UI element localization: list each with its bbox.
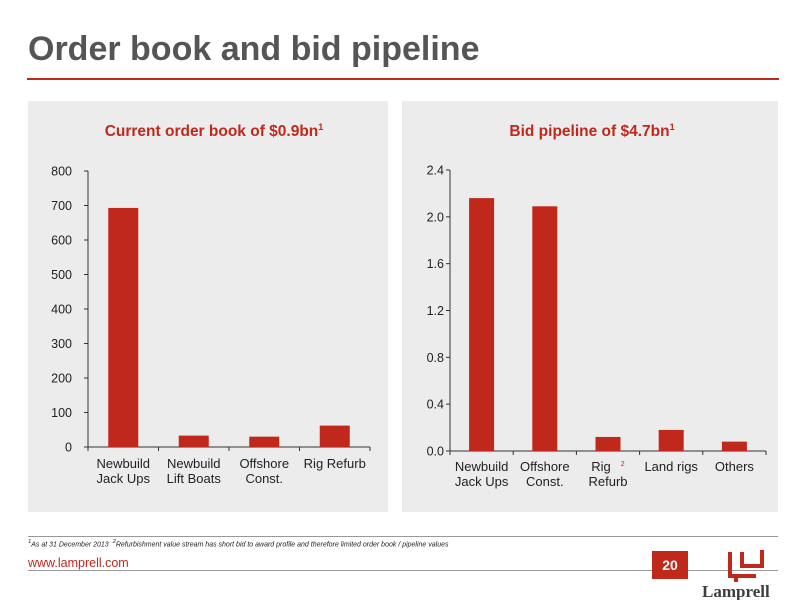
order-book-y-tick-label: 500 bbox=[51, 268, 72, 282]
footnote-1-marker: 1 bbox=[28, 539, 32, 545]
footnote-2-marker: 2 bbox=[112, 539, 116, 545]
bid-pipeline-bar bbox=[595, 436, 621, 451]
bid-pipeline-category-label: Others bbox=[715, 459, 755, 474]
bid-pipeline-category-label: Refurb bbox=[588, 474, 627, 489]
order-book-bar bbox=[108, 207, 139, 447]
footnote-1-text: As at 31 December 2013 bbox=[31, 541, 109, 549]
bid-pipeline-category-label: Const. bbox=[526, 474, 564, 489]
order-book-chart-title: Current order book of $0.9bn1 bbox=[105, 122, 324, 140]
order-book-category-label: Lift Boats bbox=[167, 471, 222, 486]
order-book-category-label: Const. bbox=[245, 471, 283, 486]
order-book-y-tick-label: 400 bbox=[51, 303, 72, 317]
bid-pipeline-category-label: Newbuild bbox=[455, 459, 508, 474]
order-book-category-label: Jack Ups bbox=[97, 471, 151, 486]
order-book-y-tick-label: 0 bbox=[65, 441, 72, 455]
bid-pipeline-category-label: Rig 2 bbox=[591, 459, 625, 474]
page-number: 20 bbox=[652, 551, 688, 579]
order-book-category-label: Newbuild bbox=[167, 456, 220, 471]
bid-pipeline-y-tick-label: 2.4 bbox=[427, 164, 444, 178]
order-book-y-tick-label: 100 bbox=[51, 406, 72, 420]
order-book-y-tick-label: 200 bbox=[51, 372, 72, 386]
footnote: 1As at 31 December 2013 2Refurbishment v… bbox=[28, 539, 449, 548]
bid-pipeline-bar bbox=[658, 429, 684, 451]
order-book-y-tick-label: 300 bbox=[51, 337, 72, 351]
order-book-panel: Current order book of $0.9bn1 0 100 200 300 4… bbox=[28, 101, 388, 512]
bid-pipeline-bar bbox=[721, 441, 747, 451]
order-book-y-tick-label: 600 bbox=[51, 234, 72, 248]
order-book-y-tick-label: 800 bbox=[51, 165, 72, 179]
bid-pipeline-y-tick-label: 1.6 bbox=[427, 257, 444, 271]
bid-pipeline-category-label: Land rigs bbox=[644, 459, 698, 474]
bid-pipeline-y-tick-label: 0.8 bbox=[427, 351, 444, 365]
bid-pipeline-chart-title: Bid pipeline of $4.7bn1 bbox=[509, 122, 674, 140]
footer-divider bbox=[28, 570, 778, 571]
bid-pipeline-chart: Bid pipeline of $4.7bn1 0.0 0.4 0.8 1.2 1.6 2.… bbox=[427, 122, 767, 489]
order-book-bar bbox=[178, 435, 209, 447]
order-book-bar bbox=[249, 436, 280, 447]
order-book-category-label: Offshore bbox=[239, 456, 289, 471]
order-book-chart: Current order book of $0.9bn1 0 100 200 300 4… bbox=[51, 122, 371, 486]
lamprell-logo-mark bbox=[728, 550, 764, 582]
lamprell-logo: Lamprell bbox=[702, 550, 770, 600]
order-book-category-label: Newbuild bbox=[97, 456, 150, 471]
bid-pipeline-category-label: Offshore bbox=[520, 459, 570, 474]
page-title: Order book and bid pipeline bbox=[28, 30, 480, 68]
bid-pipeline-y-tick-label: 2.0 bbox=[427, 210, 444, 224]
bid-pipeline-category-label: Jack Ups bbox=[455, 474, 509, 489]
order-book-y-tick-label: 700 bbox=[51, 199, 72, 213]
bid-pipeline-y-tick-label: 0.4 bbox=[427, 398, 444, 412]
footnote-2-text: Refurbishment value stream has short bid… bbox=[115, 541, 449, 549]
order-book-bar bbox=[319, 425, 350, 447]
title-divider bbox=[27, 78, 779, 80]
bid-pipeline-panel: Bid pipeline of $4.7bn1 0.0 0.4 0.8 1.2 1.6 2.… bbox=[402, 101, 778, 512]
bid-pipeline-bar bbox=[532, 206, 558, 451]
bid-pipeline-y-tick-label: 0.0 bbox=[427, 445, 444, 459]
bid-pipeline-bar bbox=[469, 198, 495, 451]
order-book-category-label: Rig Refurb bbox=[304, 456, 366, 471]
footnote-divider bbox=[28, 536, 778, 537]
bid-pipeline-y-tick-label: 1.2 bbox=[427, 304, 444, 318]
website-link[interactable]: www.lamprell.com bbox=[28, 556, 129, 570]
logo-wordmark: Lamprell bbox=[702, 582, 770, 600]
